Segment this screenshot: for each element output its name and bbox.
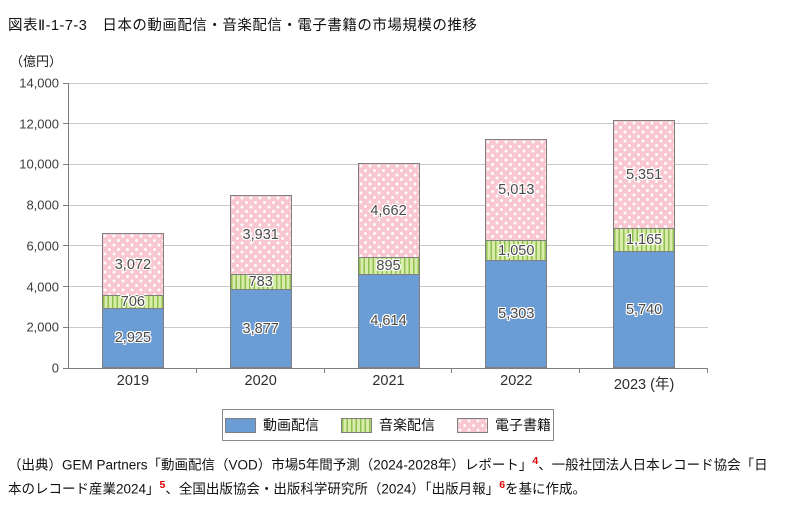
bar-2019: 2,925 706 3,072 (101, 233, 164, 368)
source-text-4: を基に作成。 (505, 481, 587, 497)
bar-segment-音楽配信: 706 (101, 294, 164, 310)
y-axis-tick (63, 163, 69, 165)
bar-segment-電子書籍: 5,013 (485, 139, 548, 241)
y-axis-tick (63, 204, 69, 206)
source-text-3: 、全国出版協会・出版科学研究所（2024）「出版月報」 (165, 481, 500, 497)
y-axis-label: 8,000 (26, 197, 59, 213)
bar-value-label: 1,050 (498, 242, 535, 259)
legend-item-music: 音楽配信 (341, 415, 435, 435)
y-axis-label: 6,000 (26, 238, 59, 254)
x-axis-tick (451, 368, 453, 373)
y-axis-unit-label: （億円） (10, 54, 63, 69)
bar-2020: 3,877 783 3,931 (229, 195, 292, 368)
x-axis-tick (579, 368, 581, 373)
bar-value-label: 3,072 (114, 256, 152, 273)
source-text-1: （出典）GEM Partners「動画配信（VOD）市場5年間予測（2024-2… (8, 457, 533, 473)
y-axis-label: 4,000 (26, 279, 59, 295)
bar-value-label: 1,165 (625, 232, 663, 248)
x-axis-label: 2019 (116, 373, 150, 389)
bar-segment-動画配信: 3,877 (229, 289, 292, 368)
x-axis-tick (323, 368, 325, 373)
bar-segment-動画配信: 5,303 (485, 260, 548, 368)
video-streaming-swatch-icon (225, 417, 256, 433)
legend-item-video: 動画配信 (225, 415, 319, 435)
legend-label-ebook: 電子書籍 (495, 417, 551, 433)
y-axis-tick (63, 245, 69, 247)
bar-value-label: 4,662 (370, 202, 407, 219)
bar-value-label: 706 (120, 294, 145, 310)
bar-2022: 5,303 1,050 5,013 (485, 139, 548, 368)
x-axis-label: 2021 (372, 373, 405, 389)
bar-segment-音楽配信: 895 (357, 257, 420, 275)
y-axis-label: 2,000 (26, 319, 59, 335)
source-note: （出典）GEM Partners「動画配信（VOD）市場5年間予測（2024-2… (8, 453, 780, 501)
source-ref-4: 4 (532, 455, 539, 467)
bar-segment-電子書籍: 4,662 (357, 163, 420, 258)
gridline (69, 123, 708, 125)
plot-area: 0 2,000 4,000 6,000 8,000 10,000 12,000 14,000 2… (19, 76, 708, 393)
gridline (69, 82, 708, 84)
legend-label-music: 音楽配信 (379, 417, 435, 433)
x-axis-tick (707, 368, 708, 373)
bar-segment-動画配信: 2,925 (101, 308, 164, 368)
figure-title: 図表Ⅱ-1-7-3 日本の動画配信・音楽配信・電子書籍の市場規模の推移 (8, 18, 478, 34)
y-axis-label: 0 (51, 360, 59, 376)
y-axis-tick (63, 326, 69, 328)
y-axis-label: 10,000 (19, 156, 59, 172)
legend-item-ebook: 電子書籍 (457, 415, 551, 435)
source-ref-5: 5 (159, 478, 166, 491)
bar-value-label: 895 (376, 258, 401, 274)
bar-segment-動画配信: 4,614 (357, 274, 420, 368)
legend: 動画配信 音楽配信 電子書籍 (222, 409, 554, 441)
legend-label-video: 動画配信 (263, 417, 319, 433)
bar-segment-音楽配信: 1,050 (485, 240, 548, 261)
music-streaming-swatch-icon (341, 417, 372, 433)
bar-value-label: 5,013 (498, 182, 535, 198)
x-axis-label: 2020 (244, 373, 277, 389)
y-axis-tick (63, 367, 69, 369)
bar-value-label: 3,877 (242, 320, 279, 337)
x-axis-tick (195, 368, 197, 373)
bar-2021: 4,614 895 4,662 (357, 163, 420, 368)
ebook-swatch-icon (457, 417, 488, 433)
bar-value-label: 5,303 (498, 306, 535, 322)
bar-value-label: 5,351 (625, 166, 663, 183)
bar-2023: 5,740 1,165 5,351 (613, 120, 676, 368)
bar-segment-動画配信: 5,740 (613, 251, 676, 368)
bar-segment-音楽配信: 783 (229, 274, 292, 290)
y-axis-label: 12,000 (19, 116, 59, 132)
source-ref-6: 6 (499, 478, 506, 491)
bar-value-label: 3,931 (242, 227, 279, 243)
bar-value-label: 2,925 (114, 330, 152, 346)
y-axis-tick (63, 82, 69, 84)
bar-value-label: 783 (248, 274, 273, 290)
y-axis-tick (63, 123, 69, 125)
bar-segment-電子書籍: 3,072 (101, 233, 164, 296)
bar-value-label: 4,614 (370, 313, 407, 329)
bar-segment-音楽配信: 1,165 (613, 228, 676, 252)
y-axis-tick (63, 286, 69, 288)
source-text-2: 、一般社団法人日本レコード協会「日本のレコード産業2024」 (8, 457, 768, 497)
bar-segment-電子書籍: 5,351 (613, 120, 676, 229)
y-axis-label: 14,000 (19, 75, 59, 91)
bar-value-label: 5,740 (625, 301, 663, 318)
x-axis-label: 2023 (年) (613, 377, 675, 393)
x-axis-label: 2022 (500, 373, 533, 389)
bar-segment-電子書籍: 3,931 (229, 195, 292, 275)
